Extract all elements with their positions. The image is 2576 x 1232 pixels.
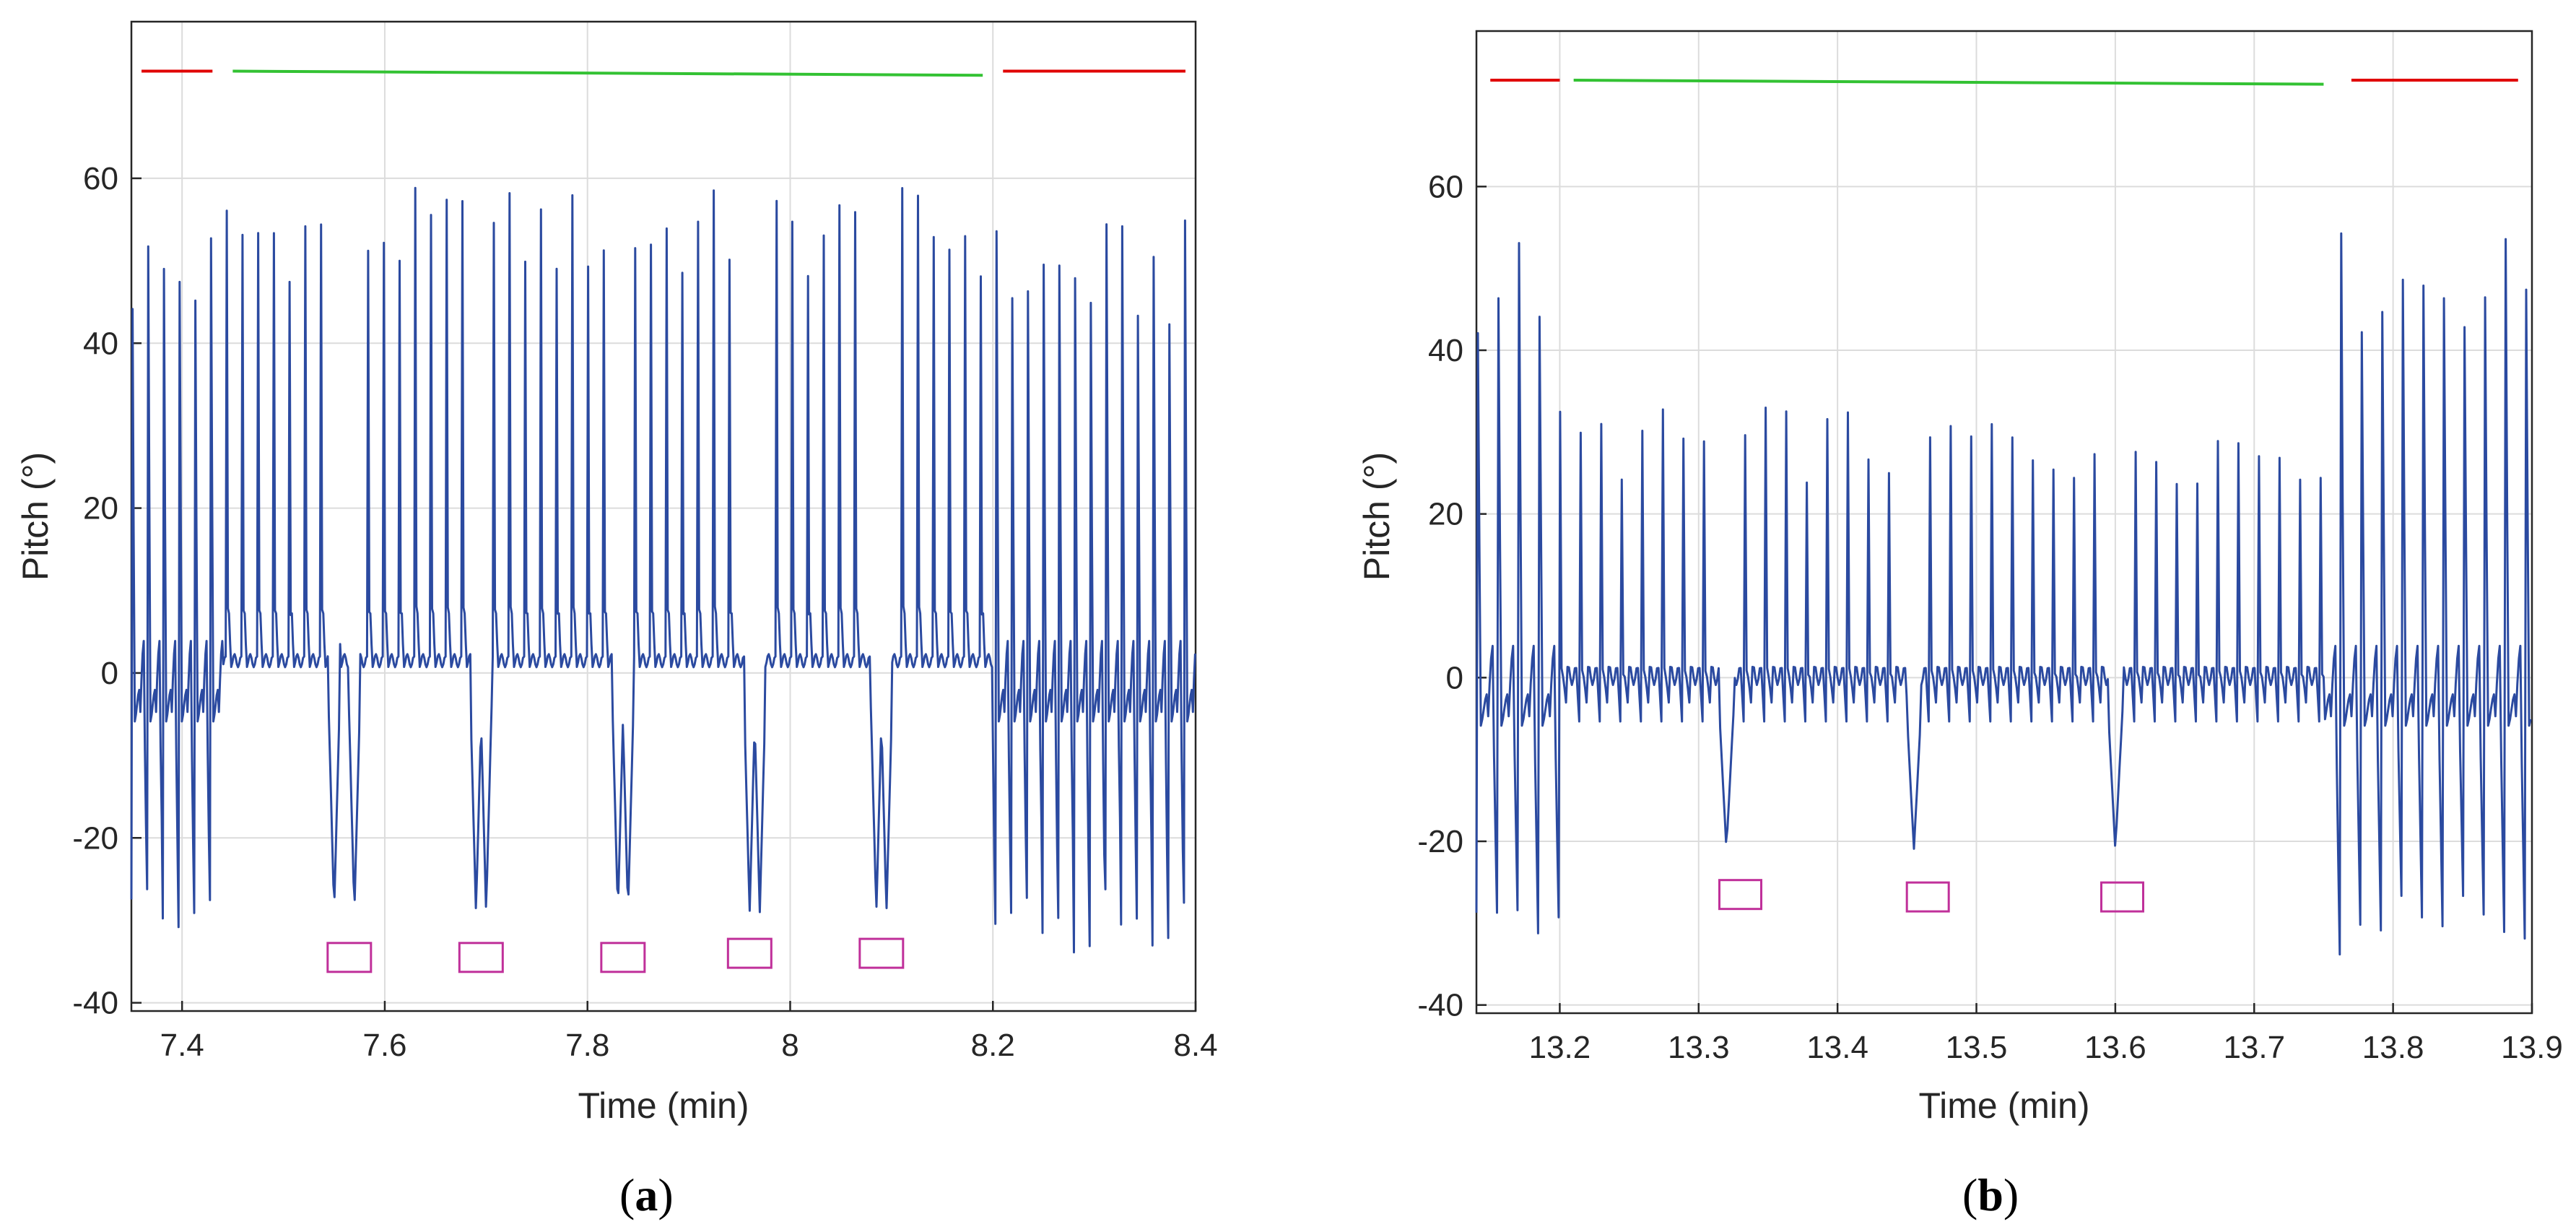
x-tick-label: 7.4 [160,1028,204,1063]
panel-b-overlays [1490,79,2518,913]
x-tick-label: 13.3 [1668,1030,1730,1065]
pitch-series-line [1475,232,2532,956]
panel-a-ticks: 7.4 7.6 7.8 8 8.2 8.4 -40 -20 0 20 40 60 [72,161,1217,1063]
panel-b-series [1475,232,2532,956]
y-tick-label: 60 [83,161,118,196]
green-status-line [1573,79,2324,86]
green-status-line [232,69,983,77]
x-tick-label: 13.8 [2362,1030,2424,1065]
x-tick-label: 13.2 [1529,1030,1591,1065]
panel-b-axes-frame [1475,30,2533,1015]
x-tick-label: 8 [781,1028,799,1063]
y-tick-label: 0 [1446,660,1463,695]
y-tick-label: 20 [1428,497,1463,532]
panel-b-ylabel: Pitch (°) [1357,452,1397,581]
y-tick-label: 40 [83,326,118,361]
y-tick-label: 20 [83,491,118,526]
y-tick-label: 0 [101,656,118,691]
event-marker-box [458,942,504,973]
y-tick-label: -20 [72,820,118,856]
x-tick-label: 13.5 [1946,1030,2008,1065]
panel-a-ylabel: Pitch (°) [15,452,56,581]
x-tick-label: 7.8 [565,1028,609,1063]
panel-b-xlabel: Time (min) [1918,1085,2089,1126]
event-marker-box [2100,881,2145,913]
event-marker-box [1905,881,1950,913]
event-marker-box [1718,879,1762,911]
panel-b-caption: (b) [1962,1169,2019,1220]
y-tick-label: -40 [72,986,118,1021]
panel-a-series [130,186,1196,954]
x-tick-label: 8.4 [1173,1028,1217,1063]
x-tick-label: 7.6 [362,1028,406,1063]
panel-a-caption: (a) [619,1169,674,1220]
y-tick-label: -20 [1417,824,1463,859]
pitch-series-line [130,186,1196,954]
event-marker-box [600,942,646,973]
x-tick-label: 8.2 [971,1028,1015,1063]
y-tick-label: 40 [1428,333,1463,368]
panel-b: 13.2 13.3 13.4 13.5 13.6 13.7 13.8 13.9 -40 -20 0 2… [1357,30,2563,1220]
event-marker-box [326,942,373,973]
panel-a: 7.4 7.6 7.8 8 8.2 8.4 -40 -20 0 20 40 60 Time (min)… [15,20,1218,1220]
x-tick-label: 13.7 [2223,1030,2285,1065]
event-marker-box [726,937,773,969]
event-marker-box [858,937,905,969]
panel-a-overlays [142,69,1185,973]
panel-b-grid [1476,31,2533,1013]
x-tick-label: 13.6 [2084,1030,2146,1065]
y-tick-label: 60 [1428,169,1463,204]
x-tick-label: 13.4 [1806,1030,1868,1065]
panel-a-xlabel: Time (min) [578,1085,749,1126]
x-tick-label: 13.9 [2501,1030,2563,1065]
y-tick-label: -40 [1417,988,1463,1023]
panel-b-ticks: 13.2 13.3 13.4 13.5 13.6 13.7 13.8 13.9 -40 -20 0 2… [1417,169,2562,1065]
